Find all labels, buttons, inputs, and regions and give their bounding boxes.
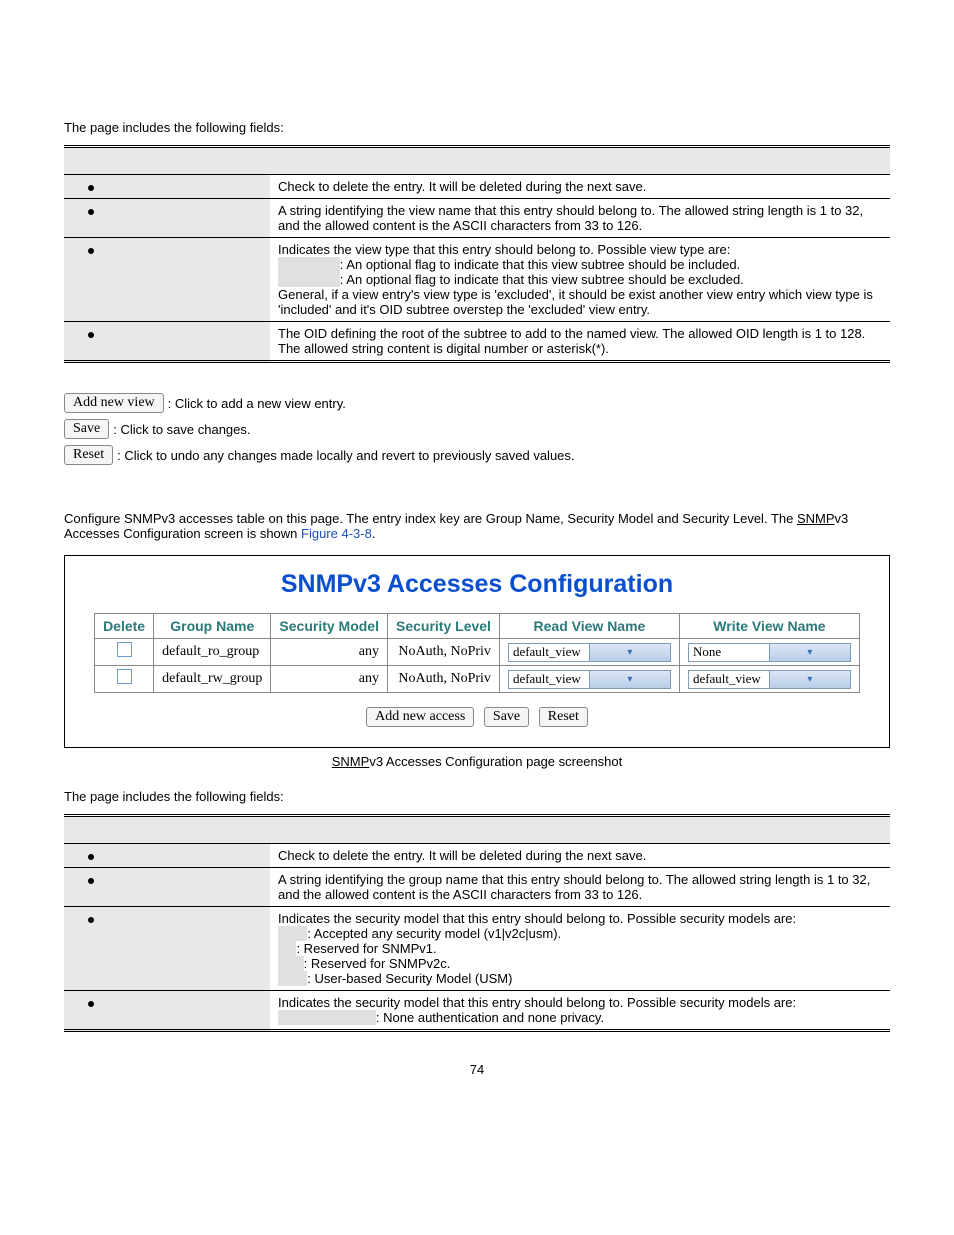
intro-text-1: The page includes the following fields: — [64, 120, 890, 135]
add-new-view-desc: : Click to add a new view entry. — [168, 396, 346, 411]
col-read: Read View Name — [499, 614, 679, 639]
intro-text-2: The page includes the following fields: — [64, 789, 890, 804]
save-desc-1: : Click to save changes. — [113, 422, 250, 437]
delete-checkbox[interactable] — [117, 669, 132, 684]
read-view-select[interactable]: default_view▾ — [508, 643, 671, 662]
table-row: Check to delete the entry. It will be de… — [64, 844, 890, 868]
reset-button-2[interactable]: Reset — [539, 707, 588, 727]
fields-table-1: Check to delete the entry. It will be de… — [64, 145, 890, 363]
col-level: Security Level — [388, 614, 500, 639]
screenshot-caption: SNMPv3 Accesses Configuration page scree… — [64, 754, 890, 769]
reset-button-1[interactable]: Reset — [64, 445, 113, 465]
fields-table-2: Check to delete the entry. It will be de… — [64, 814, 890, 1032]
col-write: Write View Name — [679, 614, 859, 639]
chevron-down-icon: ▾ — [589, 644, 670, 661]
save-button-2[interactable]: Save — [484, 707, 529, 727]
col-delete: Delete — [95, 614, 154, 639]
add-new-view-button[interactable]: Add new view — [64, 393, 164, 413]
table-row: Check to delete the entry. It will be de… — [64, 175, 890, 199]
table-row: A string identifying the group name that… — [64, 868, 890, 907]
chevron-down-icon: ▾ — [589, 671, 670, 688]
table-row: default_rw_group any NoAuth, NoPriv defa… — [95, 666, 860, 693]
read-view-select[interactable]: default_view▾ — [508, 670, 671, 689]
col-model: Security Model — [271, 614, 388, 639]
col-group: Group Name — [154, 614, 271, 639]
section-paragraph: Configure SNMPv3 accesses table on this … — [64, 511, 890, 541]
table-row: default_ro_group any NoAuth, NoPriv defa… — [95, 639, 860, 666]
chevron-down-icon: ▾ — [769, 644, 850, 661]
write-view-select[interactable]: default_view▾ — [688, 670, 851, 689]
config-table: Delete Group Name Security Model Securit… — [94, 613, 860, 693]
table-row: Indicates the view type that this entry … — [64, 238, 890, 322]
screenshot-panel: SNMPv3 Accesses Configuration Delete Gro… — [64, 555, 890, 748]
table-row: A string identifying the view name that … — [64, 199, 890, 238]
add-new-access-button[interactable]: Add new access — [366, 707, 474, 727]
page-number: 74 — [64, 1062, 890, 1077]
table-row: Indicates the security model that this e… — [64, 907, 890, 991]
chevron-down-icon: ▾ — [769, 671, 850, 688]
reset-desc-1: : Click to undo any changes made locally… — [117, 448, 574, 463]
write-view-select[interactable]: None▾ — [688, 643, 851, 662]
table-row: Indicates the security model that this e… — [64, 991, 890, 1031]
save-button-1[interactable]: Save — [64, 419, 109, 439]
delete-checkbox[interactable] — [117, 642, 132, 657]
table-row: The OID defining the root of the subtree… — [64, 322, 890, 362]
screenshot-title: SNMPv3 Accesses Configuration — [85, 570, 869, 599]
